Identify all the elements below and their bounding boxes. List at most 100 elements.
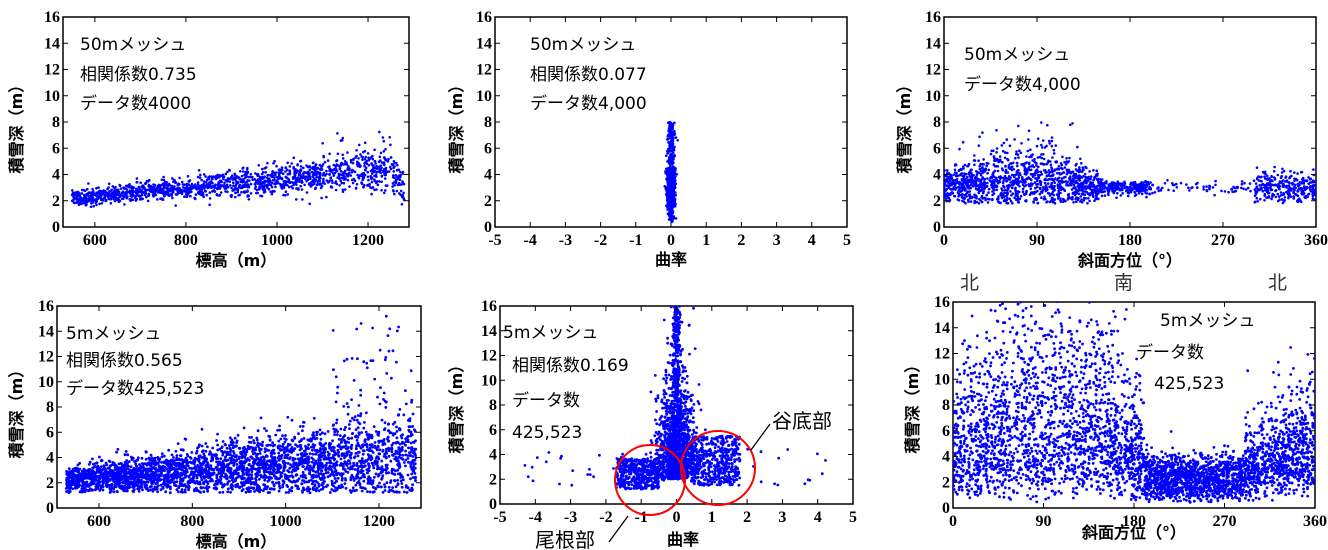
- data-point: [1292, 195, 1295, 198]
- data-point: [997, 195, 1000, 198]
- data-point: [380, 180, 383, 184]
- data-point: [1145, 192, 1149, 195]
- data-point: [331, 181, 334, 184]
- data-point: [274, 185, 277, 189]
- data-point: [1091, 188, 1094, 192]
- data-point: [364, 160, 367, 164]
- data-point: [392, 174, 395, 177]
- data-point: [386, 160, 390, 163]
- scatter-points: [70, 130, 406, 209]
- data-point: [376, 180, 379, 183]
- data-point: [953, 182, 956, 185]
- data-point: [1277, 195, 1281, 198]
- data-point: [981, 171, 985, 174]
- data-point: [670, 127, 673, 130]
- data-point: [1035, 168, 1039, 171]
- data-point: [1035, 183, 1038, 186]
- data-point: [1086, 202, 1089, 205]
- data-point: [1039, 162, 1043, 165]
- data-point: [1076, 181, 1079, 185]
- data-point: [257, 188, 260, 191]
- data-point: [1005, 138, 1009, 141]
- data-point: [671, 203, 674, 207]
- data-point: [1099, 178, 1103, 181]
- data-point: [1048, 142, 1051, 145]
- data-point: [1022, 178, 1025, 181]
- data-point: [944, 169, 946, 172]
- data-point: [244, 175, 248, 179]
- data-point: [1036, 156, 1040, 159]
- data-point: [303, 183, 306, 187]
- data-point: [135, 177, 139, 180]
- data-point: [340, 181, 344, 185]
- data-point: [370, 172, 374, 175]
- data-point: [1305, 179, 1309, 183]
- data-point: [284, 176, 288, 179]
- y-axis-label: 積雪深（m）: [447, 77, 466, 175]
- data-point: [1132, 181, 1135, 184]
- data-point: [1040, 156, 1043, 160]
- data-point: [1141, 181, 1145, 185]
- data-point: [986, 177, 989, 180]
- data-point: [1037, 170, 1040, 174]
- data-point: [948, 179, 952, 182]
- data-point: [125, 184, 128, 188]
- data-point: [266, 174, 269, 177]
- data-point: [1205, 185, 1208, 188]
- data-point: [212, 184, 215, 188]
- data-point: [107, 182, 111, 186]
- data-point: [183, 195, 186, 198]
- data-point: [1274, 183, 1277, 186]
- data-point: [1092, 178, 1095, 182]
- data-point: [273, 176, 276, 179]
- data-point: [315, 183, 319, 187]
- data-point: [985, 161, 989, 165]
- data-point: [222, 184, 226, 187]
- data-point: [118, 184, 122, 187]
- data-point: [343, 160, 347, 163]
- data-point: [959, 167, 963, 171]
- data-point: [1133, 191, 1137, 194]
- data-point: [379, 151, 383, 155]
- data-point: [205, 193, 208, 197]
- data-point: [221, 174, 224, 178]
- data-point: [228, 168, 231, 172]
- data-point: [210, 181, 213, 185]
- data-point: [211, 190, 214, 193]
- data-point: [321, 163, 325, 166]
- data-point: [1267, 196, 1271, 199]
- data-point: [399, 189, 403, 193]
- data-point: [363, 168, 367, 172]
- data-point: [382, 191, 386, 195]
- data-point: [1035, 171, 1038, 175]
- data-point: [328, 172, 331, 176]
- data-point: [974, 187, 978, 191]
- data-point: [140, 189, 144, 192]
- data-point: [125, 196, 128, 200]
- data-point: [1282, 200, 1286, 203]
- data-point: [670, 215, 673, 218]
- data-point: [342, 172, 345, 176]
- data-point: [1140, 192, 1144, 196]
- data-point: [1036, 189, 1039, 193]
- data-point: [397, 181, 401, 185]
- data-point: [311, 183, 314, 187]
- data-point: [1104, 186, 1107, 189]
- data-point: [1284, 175, 1288, 178]
- data-point: [1056, 171, 1059, 175]
- data-point: [230, 186, 233, 190]
- data-point: [401, 172, 405, 175]
- data-point: [180, 180, 184, 184]
- data-point: [353, 170, 357, 174]
- x-tick-label: 5: [843, 232, 851, 249]
- data-point: [210, 186, 213, 189]
- data-point: [304, 177, 307, 181]
- data-point: [1072, 200, 1075, 204]
- data-point: [1106, 188, 1110, 191]
- data-point: [1077, 192, 1081, 196]
- data-point: [1022, 164, 1026, 168]
- data-point: [1095, 186, 1098, 189]
- data-point: [117, 200, 121, 204]
- data-point: [1074, 164, 1077, 167]
